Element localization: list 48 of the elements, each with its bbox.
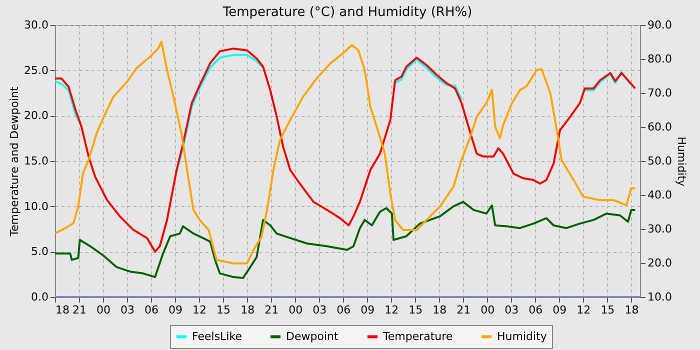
legend-label: Humidity	[497, 330, 548, 343]
x-tick-label: 21	[72, 304, 87, 316]
y2-tick-label: 70.0	[648, 86, 672, 100]
y-tick-label: 20.0	[24, 109, 48, 122]
x-tick-label: 18	[240, 304, 255, 316]
x-tick-label: 09	[552, 304, 567, 316]
x-tick-label: 15	[408, 304, 423, 316]
y-tick-label: 10.0	[24, 200, 48, 213]
y2-tick-label: 50.0	[648, 154, 672, 168]
x-tick-label: 00	[480, 304, 495, 316]
y-tick-label: 30.0	[24, 18, 48, 32]
x-tick-label: 12	[384, 304, 399, 316]
x-tick-label: 06	[144, 304, 159, 316]
x-tick-label: 03	[504, 304, 519, 316]
x-tick-label: 18	[432, 304, 447, 316]
x-tick-label: 00	[96, 304, 111, 316]
x-tick-label: 18	[56, 304, 70, 316]
legend-label: FeelsLike	[192, 330, 242, 343]
y2-axis-title: Humidity	[674, 136, 688, 187]
x-tick-label: 12	[576, 304, 591, 316]
x-tick-label: 15	[216, 304, 231, 316]
chart-title: Temperature (°C) and Humidity (RH%)	[222, 5, 472, 20]
legend-label: Dewpoint	[286, 330, 339, 343]
y2-tick-label: 40.0	[648, 188, 672, 202]
legend-label: Temperature	[382, 330, 453, 343]
x-tick-label: 12	[192, 304, 207, 316]
x-tick-label: 06	[336, 304, 351, 316]
y2-tick-label: 60.0	[648, 120, 672, 134]
x-tick-label: 03	[120, 304, 135, 316]
y2-tick-label: 20.0	[648, 256, 672, 270]
x-tick-label: 18	[624, 304, 639, 316]
x-tick-label: 06	[528, 304, 543, 316]
y-tick-label: 15.0	[24, 154, 48, 168]
x-tick-label: 21	[456, 304, 471, 316]
x-tick-label: 09	[360, 304, 375, 316]
y2-tick-label: 30.0	[648, 222, 672, 236]
x-tick-label: 00	[288, 304, 303, 316]
x-tick-label: 21	[264, 304, 279, 316]
x-tick-label: 09	[168, 304, 183, 316]
y-tick-label: 5.0	[31, 245, 48, 258]
y-axis-title: Temperature and Dewpoint	[8, 86, 22, 238]
x-tick-label: 03	[312, 304, 327, 316]
y-tick-label: 25.0	[24, 64, 48, 77]
y2-tick-label: 80.0	[648, 52, 672, 66]
y-tick-label: 0.0	[31, 290, 48, 304]
x-tick-label: 15	[600, 304, 615, 316]
y2-tick-label: 90.0	[648, 18, 672, 32]
y2-tick-label: 10.0	[648, 290, 672, 304]
